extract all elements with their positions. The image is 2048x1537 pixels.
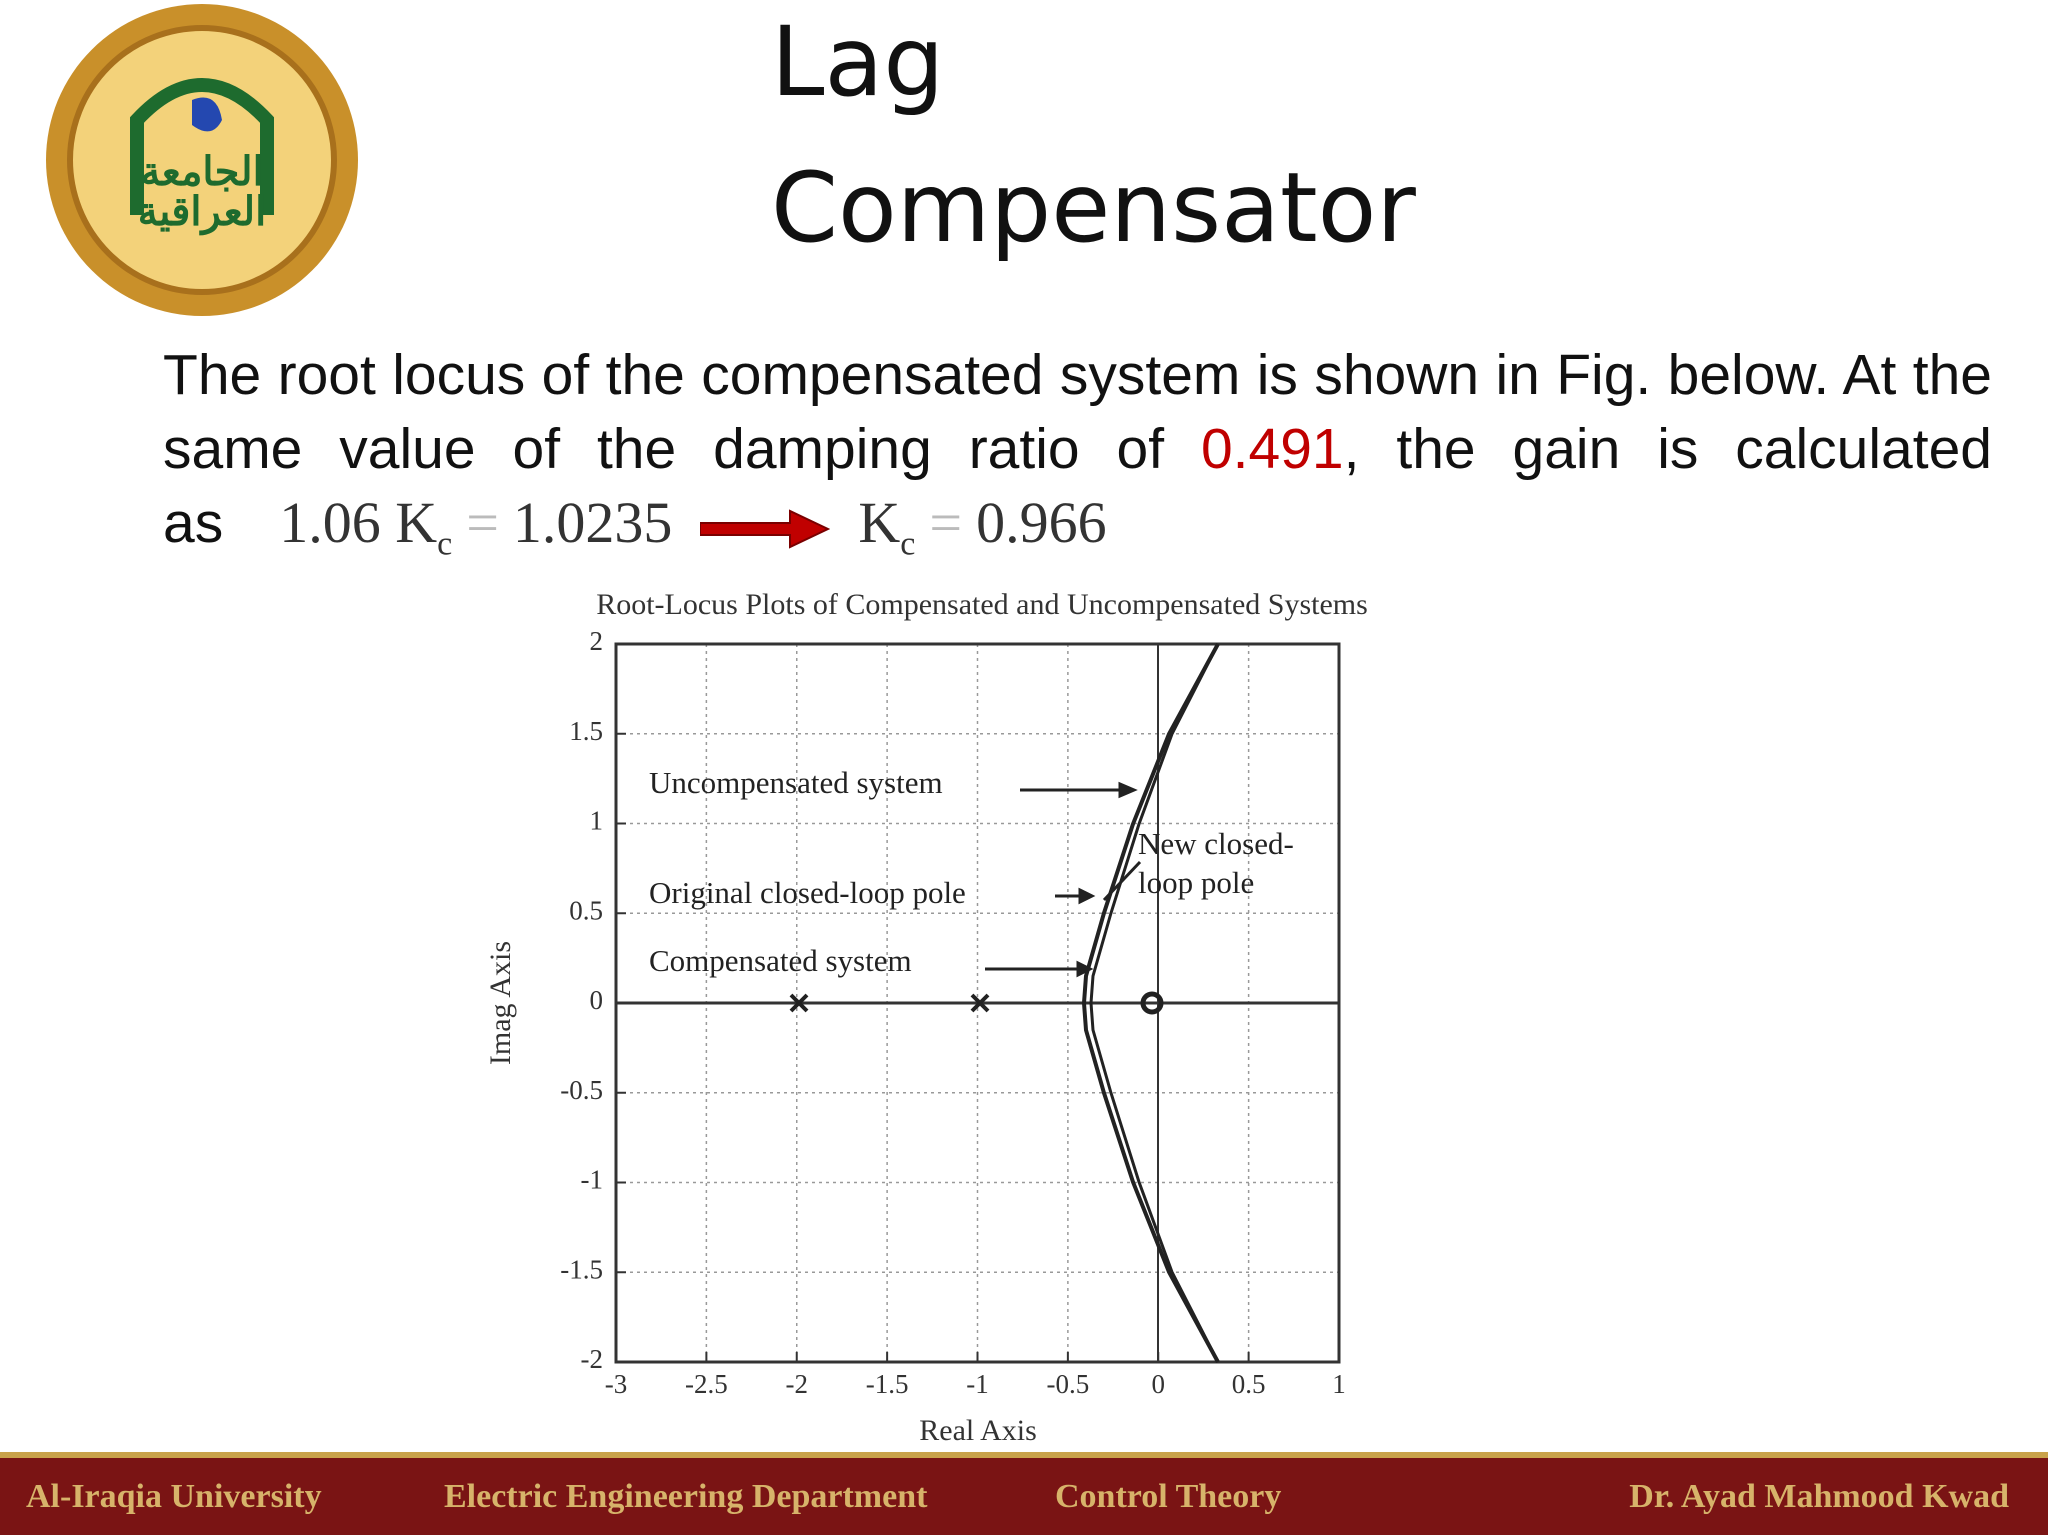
footer-text: Dr. Ayad Mahmood Kwad [1629, 1478, 2009, 1515]
y-tick-label: -1.5 [560, 1254, 603, 1284]
x-tick-label: -2 [786, 1369, 809, 1399]
logo: الجامعة العراقية [46, 4, 358, 316]
annotation: Uncompensated system [649, 765, 943, 800]
y-axis-label: Imag Axis [484, 941, 517, 1065]
y-tick-label: -0.5 [560, 1075, 603, 1105]
y-tick-label: 2 [590, 626, 604, 656]
equation: 1.06 Kc = 1.0235 Kc = 0.966 [279, 490, 1107, 563]
logo-text: العراقية [138, 189, 266, 236]
x-tick-label: -3 [605, 1369, 628, 1399]
title: Lag [771, 6, 945, 118]
zero-marker [1140, 991, 1164, 1015]
x-tick-label: -1.5 [866, 1369, 909, 1399]
eq-op: = [466, 490, 499, 555]
annotation: loop pole [1138, 865, 1254, 900]
eq-term: 1.06 K [279, 490, 438, 555]
eq-sub: c [437, 525, 453, 563]
eq-term: 1.0235 [512, 490, 673, 555]
annotation-arrows [985, 781, 1142, 978]
text: The root locus of the compensated system… [163, 343, 1992, 481]
footer-text: Control Theory [1055, 1478, 1282, 1515]
x-tick-label: -0.5 [1047, 1369, 1090, 1399]
y-tick-label: -1 [581, 1165, 604, 1195]
logo-face [67, 25, 337, 295]
x-tick-label: -2.5 [685, 1369, 728, 1399]
eq-sub: c [900, 525, 916, 563]
uncompensated-locus [1089, 643, 1220, 1363]
pole-markers [789, 993, 990, 1013]
figure-title: Root-Locus Plots of Compensated and Unco… [596, 588, 1368, 621]
figure: Root-Locus Plots of Compensated and Unco… [484, 588, 1368, 1447]
annotation: Compensated system [649, 943, 912, 978]
x-tick-label: -1 [966, 1369, 989, 1399]
logo-arch [130, 78, 274, 215]
compensated-locus [1081, 643, 1220, 1363]
annotation: Original closed-loop pole [649, 875, 966, 910]
x-axis-label: Real Axis [919, 1414, 1037, 1447]
y-tick-label: 1.5 [569, 716, 603, 746]
annotation: New closed- [1138, 826, 1294, 861]
highlight: 0.491 [1200, 417, 1344, 481]
footer-text: Al-Iraqia University [26, 1478, 322, 1515]
y-tick-label: 0 [590, 985, 604, 1015]
y-tick-label: 0.5 [569, 895, 603, 925]
eq-op: = [929, 490, 963, 555]
footer-text: Electric Engineering Department [444, 1478, 928, 1515]
logo-text: الجامعة [140, 149, 263, 194]
x-tick-label: 1 [1332, 1369, 1346, 1399]
eq-term: K [858, 490, 901, 555]
arrow [699, 509, 831, 549]
x-tick-label: 0.5 [1232, 1369, 1266, 1399]
footer: Al-Iraqia University Electric Engineerin… [0, 1452, 2048, 1535]
logo-map [192, 97, 222, 132]
eq-term: 0.966 [976, 490, 1107, 555]
paragraph: The root locus of the compensated system… [163, 338, 1992, 582]
x-tick-label: 0 [1152, 1369, 1166, 1399]
y-tick-label: -2 [581, 1344, 604, 1374]
title: Compensator [771, 152, 1416, 264]
y-tick-label: 1 [590, 806, 604, 836]
text: , the gain is calculated as [163, 417, 1992, 555]
